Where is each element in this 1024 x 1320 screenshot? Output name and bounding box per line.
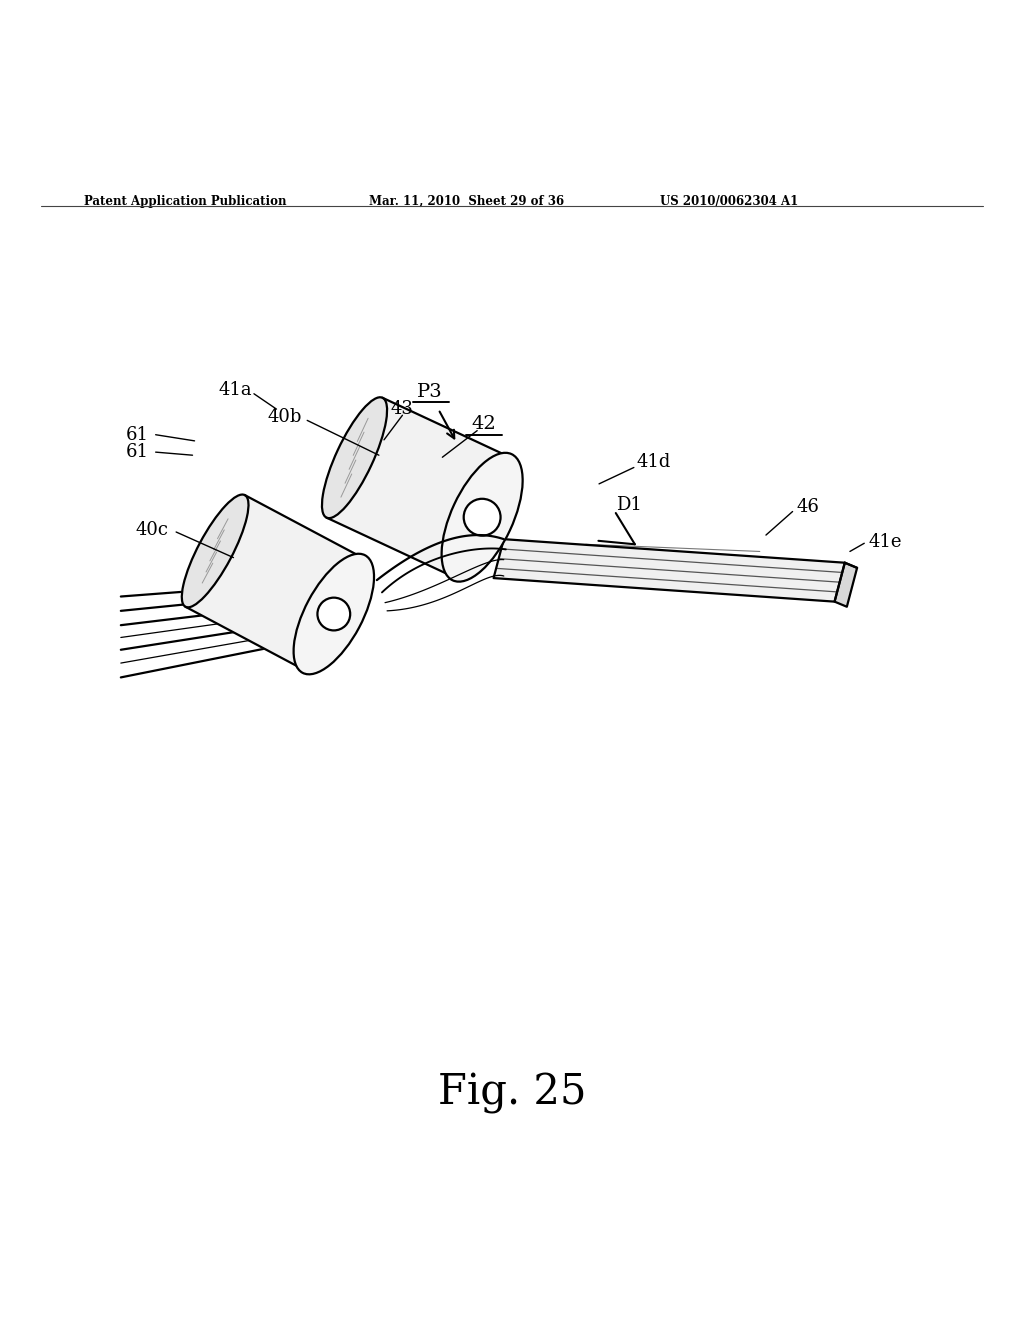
Text: 61: 61 bbox=[126, 444, 148, 461]
Ellipse shape bbox=[441, 453, 522, 582]
Text: US 2010/0062304 A1: US 2010/0062304 A1 bbox=[660, 195, 799, 209]
Polygon shape bbox=[494, 539, 845, 602]
Ellipse shape bbox=[317, 598, 350, 631]
Text: 40c: 40c bbox=[135, 521, 168, 539]
Text: Fig. 25: Fig. 25 bbox=[437, 1072, 587, 1114]
Text: 61: 61 bbox=[126, 426, 148, 444]
Text: 46: 46 bbox=[797, 499, 819, 516]
Text: 41d: 41d bbox=[637, 453, 672, 471]
Polygon shape bbox=[327, 397, 510, 577]
Text: 40b: 40b bbox=[267, 408, 302, 426]
Ellipse shape bbox=[294, 554, 374, 675]
Text: Patent Application Publication: Patent Application Publication bbox=[84, 195, 287, 209]
Text: 42: 42 bbox=[471, 416, 496, 433]
Polygon shape bbox=[835, 562, 857, 607]
Ellipse shape bbox=[464, 499, 501, 536]
Ellipse shape bbox=[182, 495, 249, 607]
Text: 41e: 41e bbox=[868, 533, 902, 552]
Polygon shape bbox=[343, 568, 512, 639]
Text: 41a: 41a bbox=[219, 380, 252, 399]
Ellipse shape bbox=[322, 397, 387, 519]
Text: P3: P3 bbox=[417, 383, 443, 401]
Polygon shape bbox=[185, 495, 364, 669]
Text: D1: D1 bbox=[616, 496, 642, 515]
Text: Mar. 11, 2010  Sheet 29 of 36: Mar. 11, 2010 Sheet 29 of 36 bbox=[369, 195, 564, 209]
Text: 43: 43 bbox=[391, 400, 414, 418]
